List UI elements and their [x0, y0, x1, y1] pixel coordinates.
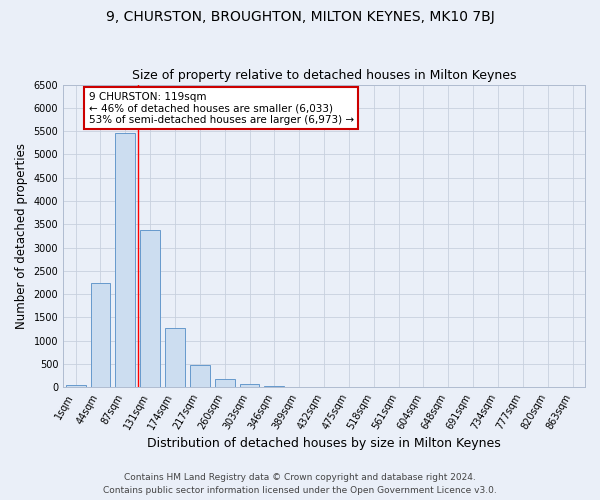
- Bar: [190, 366, 210, 388]
- Bar: [91, 282, 110, 388]
- Bar: [140, 230, 160, 388]
- X-axis label: Distribution of detached houses by size in Milton Keynes: Distribution of detached houses by size …: [147, 437, 501, 450]
- Bar: [165, 328, 185, 388]
- Bar: [215, 379, 235, 388]
- Text: Contains HM Land Registry data © Crown copyright and database right 2024.
Contai: Contains HM Land Registry data © Crown c…: [103, 474, 497, 495]
- Text: 9, CHURSTON, BROUGHTON, MILTON KEYNES, MK10 7BJ: 9, CHURSTON, BROUGHTON, MILTON KEYNES, M…: [106, 10, 494, 24]
- Text: 9 CHURSTON: 119sqm
← 46% of detached houses are smaller (6,033)
53% of semi-deta: 9 CHURSTON: 119sqm ← 46% of detached hou…: [89, 92, 353, 124]
- Y-axis label: Number of detached properties: Number of detached properties: [15, 143, 28, 329]
- Bar: [65, 385, 86, 388]
- Title: Size of property relative to detached houses in Milton Keynes: Size of property relative to detached ho…: [132, 69, 517, 82]
- Bar: [239, 384, 259, 388]
- Bar: [265, 386, 284, 388]
- Bar: [115, 134, 135, 388]
